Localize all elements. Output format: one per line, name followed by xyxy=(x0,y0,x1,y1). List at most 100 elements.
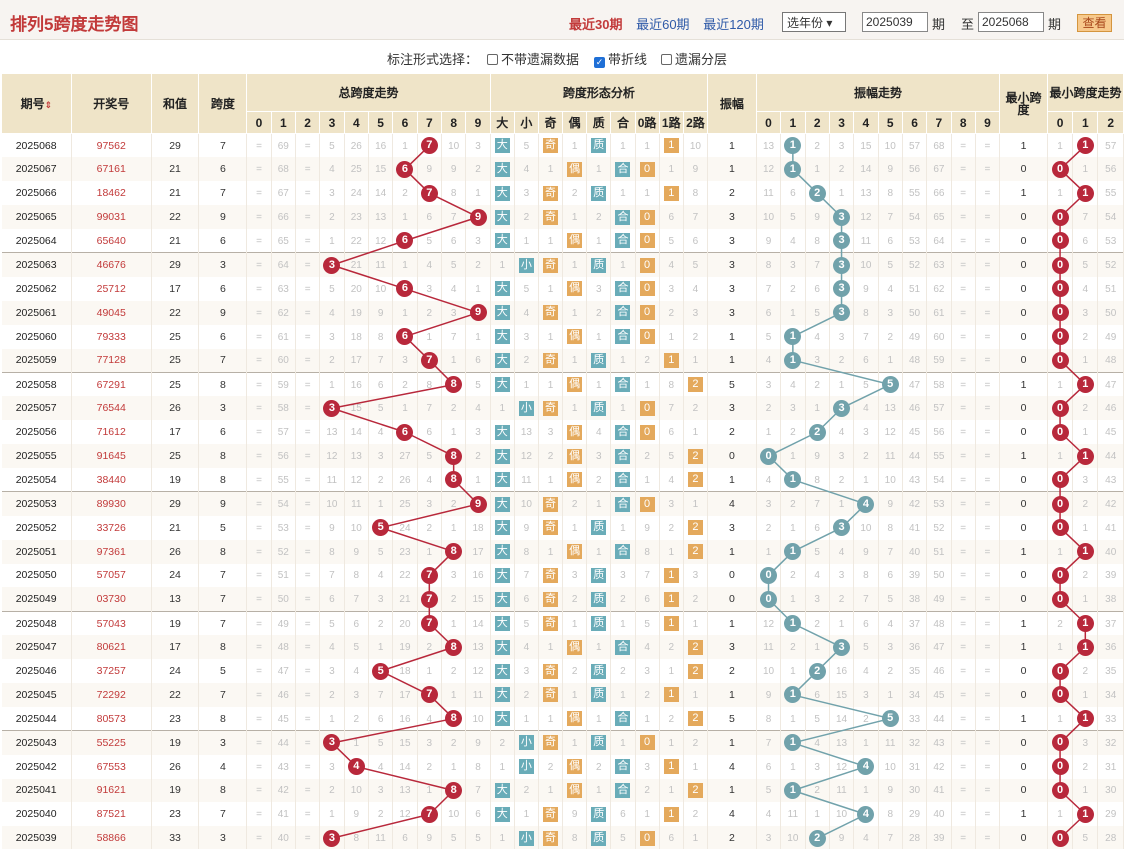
amp-trend-cell: 2 xyxy=(780,635,806,660)
shape-tag: 大 xyxy=(494,639,510,655)
span-trend-cell: 54 xyxy=(271,491,296,516)
miss-value: 1 xyxy=(596,499,602,511)
miss-value: 68 xyxy=(277,164,289,176)
option-layer[interactable]: 遗漏分层 xyxy=(661,49,727,68)
span-trend-cell: = xyxy=(295,181,321,206)
miss-value: 6 xyxy=(475,809,481,821)
amp-trend-cell: = xyxy=(951,444,976,468)
checkbox-line[interactable]: ✓ xyxy=(594,57,605,68)
period-cell: 2025056 xyxy=(1,420,72,445)
miss-value: 62 xyxy=(277,307,289,319)
amp-trend-cell: = xyxy=(951,300,976,325)
amp-trend-cell: = xyxy=(951,563,976,588)
draw-number-cell: 38440 xyxy=(71,467,152,492)
shape-cell: 质 xyxy=(586,252,612,277)
table-row: 2025043 55225 19 3 = 44 = 3 1 5 15 3 2 9 2 小奇 1 质 1 0 1 2 1 7 1 4… xyxy=(1,730,1124,755)
amp-trend-cell: 8 xyxy=(853,563,879,588)
period-link-60[interactable]: 最近60期 xyxy=(636,17,690,32)
miss-value: 2 xyxy=(450,737,457,749)
miss-value: 38 xyxy=(909,594,921,606)
miss-value: 2 xyxy=(790,283,796,295)
miss-value: 1 xyxy=(644,188,650,200)
span-trend-cell: 59 xyxy=(271,371,296,397)
span-trend-cell: 3 xyxy=(465,133,491,158)
miss-value: 54 xyxy=(1105,212,1117,224)
shape-cell: 5 xyxy=(635,610,660,636)
amp-cell: 4 xyxy=(707,802,757,827)
checkbox-no-miss[interactable] xyxy=(487,54,498,65)
min-trend-cell: 1 xyxy=(1047,371,1074,397)
year-select[interactable]: 选年份 ▾ xyxy=(782,12,846,32)
shape-cell: 合 xyxy=(610,371,636,397)
shape-cell: 1 xyxy=(562,348,588,373)
miss-value: = xyxy=(304,379,311,391)
period-link-30[interactable]: 最近30期 xyxy=(569,17,623,32)
span-trend-cell: 2 xyxy=(441,491,467,516)
span-trend-cell: 1 xyxy=(441,420,467,445)
miss-value: 11 xyxy=(763,642,774,654)
span-ball: 4 xyxy=(347,758,365,776)
miss-value: 3 xyxy=(620,570,626,582)
shape-tag: 0 xyxy=(639,830,655,846)
amp-cell: 2 xyxy=(707,659,757,683)
shape-tag: 大 xyxy=(494,329,510,345)
miss-value: 63 xyxy=(277,283,289,295)
miss-value: 9 xyxy=(765,689,772,701)
span-trend-cell: 11 xyxy=(319,467,345,492)
period-cell: 2025042 xyxy=(1,754,72,779)
amp-trend-cell: 3 xyxy=(805,587,830,612)
amp-trend-cell: 13 xyxy=(878,396,903,421)
amp-ball: 2 xyxy=(808,662,826,680)
miss-value: 2 xyxy=(644,785,650,797)
amp-trend-cell: = xyxy=(951,229,976,253)
shape-cell: 7 xyxy=(683,205,708,230)
amp-ball: 1 xyxy=(784,543,802,561)
option-no-miss[interactable]: 不带遗漏数据 xyxy=(487,49,579,68)
amp-trend-cell: = xyxy=(975,563,1001,588)
miss-value: 1 xyxy=(571,140,578,152)
amp-trend-cell: 6 xyxy=(878,229,903,253)
miss-value: = xyxy=(304,140,311,152)
period-cell: 2025044 xyxy=(1,706,72,731)
miss-value: = xyxy=(256,403,262,415)
span-digit-header-1: 1 xyxy=(270,111,296,134)
shape-cell: 奇 xyxy=(538,682,564,707)
min-trend-cell: 1 xyxy=(1072,539,1099,564)
amp-ball: 5 xyxy=(881,710,899,728)
miss-value: 5 xyxy=(523,283,530,295)
shape-cell: 6 xyxy=(659,420,684,445)
min-trend-cell: 0 xyxy=(1047,659,1074,683)
draw-number-cell: 55225 xyxy=(71,730,152,755)
query-button[interactable]: 查看 xyxy=(1077,14,1112,32)
shape-cell: 1 xyxy=(562,396,588,421)
option-line[interactable]: ✓ 带折线 xyxy=(594,49,647,68)
header-period[interactable]: 期号⇕ xyxy=(1,73,72,134)
amp-trend-cell: 3 xyxy=(853,420,879,445)
draw-number-cell: 33726 xyxy=(71,515,152,540)
period-link-120[interactable]: 最近120期 xyxy=(703,17,764,32)
amp-ball: 1 xyxy=(784,471,802,489)
miss-value: 1 xyxy=(426,546,433,558)
from-period-input[interactable]: 2025039 xyxy=(862,12,928,32)
miss-value: 2 xyxy=(814,379,820,391)
amp-trend-cell: = xyxy=(951,467,976,492)
miss-value: 13 xyxy=(762,140,775,152)
shape-header-6: 0路 xyxy=(634,111,660,134)
span-trend-cell: = xyxy=(295,610,321,636)
miss-value: = xyxy=(256,761,262,773)
miss-value: 9 xyxy=(863,283,869,295)
span-trend-cell: 4 xyxy=(319,300,345,325)
to-period-input[interactable]: 2025068 xyxy=(978,12,1044,32)
amp-trend-cell: 44 xyxy=(902,444,928,468)
min-trend-cell: 3 xyxy=(1072,730,1099,755)
amp-trend-cell: 10 xyxy=(829,802,855,827)
period-cell: 2025061 xyxy=(1,300,72,325)
shape-cell: 1 xyxy=(514,802,539,827)
miss-value: 7 xyxy=(668,403,675,415)
option-label: 标注形式选择： xyxy=(387,52,479,67)
miss-value: = xyxy=(256,379,262,391)
amp-trend-cell: 16 xyxy=(829,659,855,683)
checkbox-layer[interactable] xyxy=(661,54,672,65)
span-trend-cell: 2 xyxy=(392,181,418,206)
miss-value: 1 xyxy=(668,737,675,749)
